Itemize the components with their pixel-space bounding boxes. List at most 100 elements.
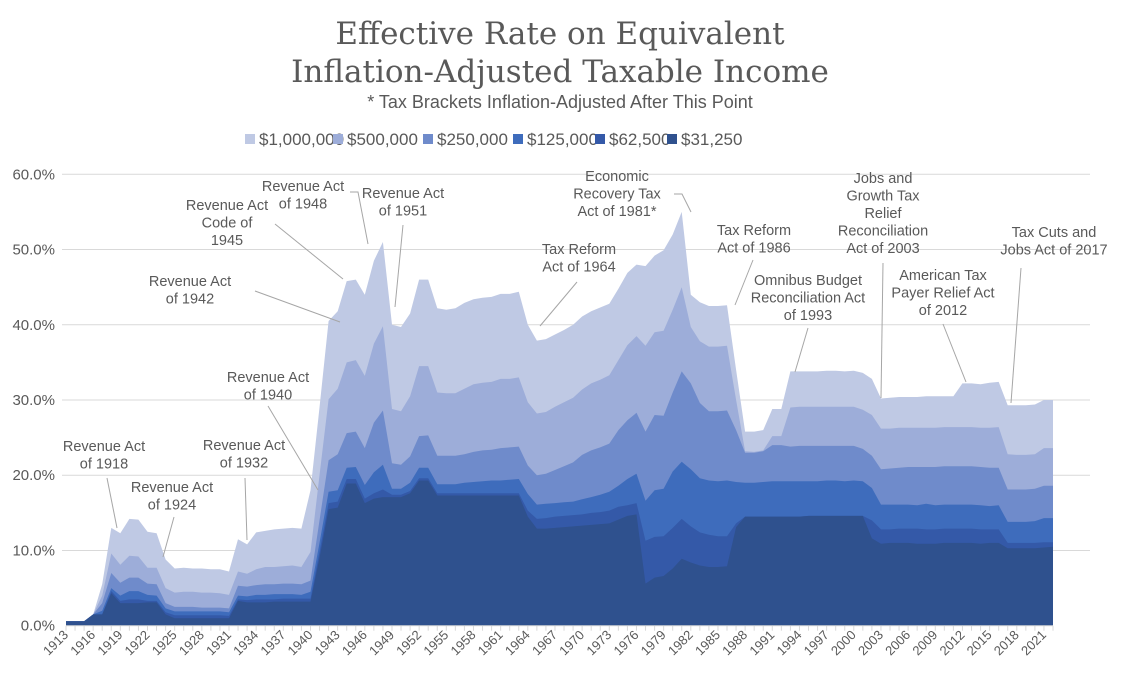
annotation-leader-line xyxy=(1010,267,1022,404)
annotation-line: of 1932 xyxy=(220,456,268,472)
area-31250 xyxy=(66,480,1053,626)
annotation-leader-line xyxy=(674,193,692,213)
legend-label: $31,250 xyxy=(681,130,742,149)
x-tick-label: 1955 xyxy=(420,627,451,658)
annotation-label: American Tax Payer Relief Act of 2012 xyxy=(891,268,994,319)
annotation: Tax Cuts and Jobs Act of 2017 xyxy=(1000,225,1108,404)
annotation: Economic Recovery Tax Act of 1981* xyxy=(573,169,692,220)
annotation: American Tax Payer Relief Act of 2012 xyxy=(891,268,995,383)
annotation-line: of 1918 xyxy=(80,457,128,473)
annotation-leader-line xyxy=(880,262,884,399)
annotation-line: Reconciliation Act xyxy=(751,291,865,307)
annotation-leader-line xyxy=(162,516,175,558)
annotation: Omnibus Budget Reconciliation Act of 1993 xyxy=(751,273,865,373)
annotation: Jobs and Growth Tax Relief Reconciliation Ac… xyxy=(838,171,928,399)
annotation-line: Revenue Act xyxy=(149,274,231,290)
annotation-line: Payer Relief Act xyxy=(891,286,994,302)
x-tick-label: 1940 xyxy=(285,627,316,658)
annotation-label: Jobs and Growth Tax Relief Reconciliation Ac… xyxy=(838,171,928,257)
annotation-line: of 1951 xyxy=(379,204,427,220)
annotation-label: Revenue Act of 1918 xyxy=(63,439,145,473)
x-tick-label: 1946 xyxy=(339,627,370,658)
x-tick-label: 2003 xyxy=(855,627,886,658)
x-tick-label: 1952 xyxy=(393,627,424,658)
annotation-leader-line xyxy=(267,405,319,491)
x-tick-label: 1994 xyxy=(774,627,805,658)
x-tick-label: 1949 xyxy=(366,627,397,658)
annotation-line: of 2012 xyxy=(919,303,967,319)
annotation: Revenue Act Code of 1945 xyxy=(186,198,344,280)
annotation-line: of 1948 xyxy=(279,197,327,213)
annotation: Tax Reform Act of 1986 xyxy=(717,223,791,306)
x-tick-label: 1997 xyxy=(801,627,832,658)
annotation: Revenue Act of 1924 xyxy=(131,480,213,558)
legend-swatch xyxy=(595,134,605,144)
annotation-line: Revenue Act xyxy=(63,439,145,455)
annotation: Revenue Act of 1940 xyxy=(227,370,319,491)
annotation-label: Omnibus Budget Reconciliation Act of 1993 xyxy=(751,273,865,324)
annotation: Revenue Act of 1942 xyxy=(149,274,341,323)
annotation-line: Growth Tax xyxy=(846,189,920,205)
annotation-line: Jobs Act of 2017 xyxy=(1000,243,1107,259)
legend-swatch xyxy=(245,134,255,144)
x-tick-label: 2015 xyxy=(964,627,995,658)
annotation-leader-line xyxy=(539,281,578,327)
x-tick-label: 1919 xyxy=(94,627,125,658)
x-tick-label: 1943 xyxy=(312,627,343,658)
annotation-leader-line xyxy=(244,477,248,541)
annotation-label: Revenue Act of 1940 xyxy=(227,370,309,404)
x-tick-label: 1973 xyxy=(583,627,614,658)
x-tick-label: 1937 xyxy=(257,627,288,658)
annotation-line: of 1942 xyxy=(166,292,214,308)
annotation-line: Tax Cuts and xyxy=(1012,225,1097,241)
annotation-leader-line xyxy=(254,290,341,323)
x-tick-label: 1988 xyxy=(719,627,750,658)
annotation-line: Act of 1964 xyxy=(542,260,615,276)
legend-label: $125,000 xyxy=(527,130,598,149)
x-tick-label: 2000 xyxy=(828,627,859,658)
y-tick-label: 10.0% xyxy=(12,542,55,559)
annotation-label: Revenue Act Code of 1945 xyxy=(186,198,268,249)
annotation: Revenue Act of 1951 xyxy=(362,186,444,308)
x-tick-label: 2012 xyxy=(937,627,968,658)
legend-swatch xyxy=(333,134,343,144)
y-tick-label: 0.0% xyxy=(21,618,55,635)
x-tick-label: 1928 xyxy=(176,627,207,658)
x-tick-label: 1931 xyxy=(203,627,234,658)
annotation: Revenue Act of 1918 xyxy=(63,439,145,529)
axes: 1913191619191922192519281931193419371940… xyxy=(40,625,1054,658)
legend-label: $500,000 xyxy=(347,130,418,149)
x-tick-label: 2018 xyxy=(991,627,1022,658)
x-tick-label: 2009 xyxy=(909,627,940,658)
x-tick-label: 1964 xyxy=(502,627,533,658)
x-tick-label: 1922 xyxy=(122,627,153,658)
annotation-leader-line xyxy=(106,477,118,529)
annotation-line: Recovery Tax xyxy=(573,187,661,203)
annotation-line: Revenue Act xyxy=(262,179,344,195)
area-series xyxy=(66,211,1053,626)
x-tick-label: 1925 xyxy=(149,627,180,658)
x-tick-label: 1976 xyxy=(611,627,642,658)
annotation-label: Tax Reform Act of 1964 xyxy=(542,242,616,276)
annotation-label: Economic Recovery Tax Act of 1981* xyxy=(573,169,661,220)
annotation-label: Revenue Act of 1942 xyxy=(149,274,231,308)
y-tick-label: 50.0% xyxy=(12,242,55,259)
annotation-label: Revenue Act of 1948 xyxy=(262,179,344,213)
legend-swatch xyxy=(513,134,523,144)
annotation: Tax Reform Act of 1964 xyxy=(539,242,616,327)
annotation-label: Tax Cuts and Jobs Act of 2017 xyxy=(1000,225,1107,259)
legend-label: $62,500 xyxy=(609,130,670,149)
annotation-line: of 1940 xyxy=(244,388,292,404)
annotation-line: Act of 1986 xyxy=(717,241,790,257)
annotation-label: Revenue Act of 1932 xyxy=(203,438,285,472)
annotation-line: Act of 2003 xyxy=(846,241,919,257)
x-tick-label: 1982 xyxy=(665,627,696,658)
annotation-line: 1945 xyxy=(211,233,243,249)
x-tick-label: 1967 xyxy=(529,627,560,658)
annotation-line: Code of xyxy=(202,216,254,232)
annotation-leader-line xyxy=(734,259,754,306)
annotation-line: Tax Reform xyxy=(717,223,791,239)
annotation-line: Revenue Act xyxy=(203,438,285,454)
annotation-line: Revenue Act xyxy=(362,186,444,202)
